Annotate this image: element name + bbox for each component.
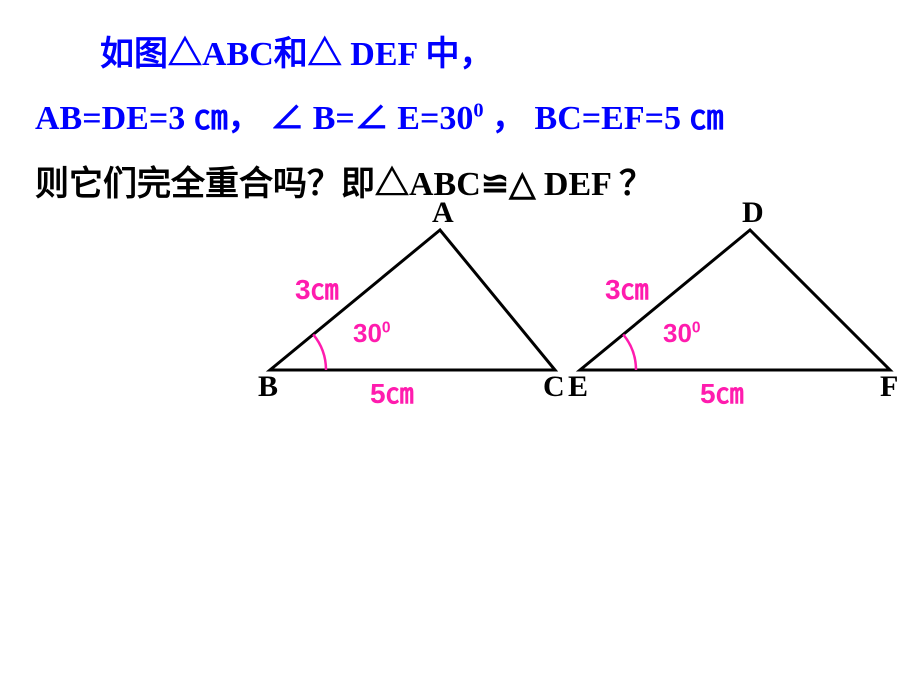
triangles-diagram: A B C D E F 3㎝ 300 5㎝ 3㎝ 300 5㎝ bbox=[240, 210, 920, 410]
side-bc-label: 5㎝ bbox=[370, 372, 414, 412]
problem-line-3: 则它们完全重合吗？即△ABC≌△ DEF ？ bbox=[35, 156, 653, 205]
angle-e-arc bbox=[623, 334, 636, 370]
angle-e-value: 30 bbox=[663, 318, 692, 348]
angle-b-sup: 0 bbox=[382, 319, 391, 336]
angle-b-value: 30 bbox=[353, 318, 382, 348]
vertex-c-label: C bbox=[543, 370, 565, 404]
line2-sup: 0 bbox=[473, 100, 483, 122]
problem-line-1: 如图△ABC和△ DEF 中， bbox=[100, 26, 494, 75]
vertex-a-label: A bbox=[432, 196, 454, 230]
vertex-b-label: B bbox=[258, 370, 278, 404]
angle-e-label: 300 bbox=[663, 318, 701, 349]
angle-e-sup: 0 bbox=[692, 319, 701, 336]
angle-b-label: 300 bbox=[353, 318, 391, 349]
vertex-e-label: E bbox=[568, 370, 588, 404]
angle-b-arc bbox=[313, 334, 326, 370]
vertex-f-label: F bbox=[880, 370, 898, 404]
vertex-d-label: D bbox=[742, 196, 764, 230]
side-ef-label: 5㎝ bbox=[700, 372, 744, 412]
problem-line-2: AB=DE=3 ㎝， ∠ B=∠ E=300 ， BC=EF=5 ㎝ bbox=[35, 90, 723, 139]
side-ab-label: 3㎝ bbox=[295, 268, 339, 308]
line2-part-a: AB=DE=3 ㎝， ∠ B=∠ E=30 bbox=[35, 100, 473, 137]
side-de-label: 3㎝ bbox=[605, 268, 649, 308]
line2-part-b: ， BC=EF=5 ㎝ bbox=[484, 100, 724, 137]
